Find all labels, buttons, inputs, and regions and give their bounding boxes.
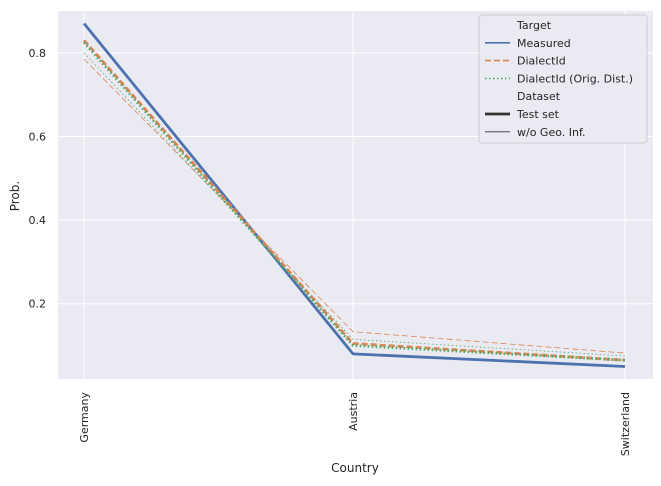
series-line [83,52,626,357]
legend-title-target: Target [516,19,552,32]
legend-title-dataset: Dataset [517,90,561,103]
x-tick-label: Switzerland [619,392,632,456]
y-tick-label: 0.8 [29,47,47,60]
legend: Target Measured DialectId DialectId (Orig. … [478,14,648,144]
legend-box [478,14,648,144]
y-tick-labels: 0.2 0.4 0.6 0.8 [29,47,47,311]
legend-label: w/o Geo. Inf. [517,126,586,139]
series-line [82,22,626,368]
x-tick-label: Germany [78,392,91,443]
y-tick-label: 0.4 [29,214,47,227]
series-line [82,41,626,362]
series-line [83,58,626,354]
grid [58,11,653,379]
y-tick-label: 0.6 [29,130,47,143]
x-tick-labels: Germany Austria Switzerland [78,392,632,457]
legend-label: Measured [517,37,571,50]
y-axis-label: Prob. [8,181,22,211]
x-axis-label: Country [331,461,379,475]
series-line [82,39,626,362]
legend-label: Test set [516,108,560,121]
y-tick-label: 0.2 [29,298,47,311]
x-tick-label: Austria [347,392,360,431]
series-lines [82,22,626,368]
legend-label: DialectId (Orig. Dist.) [517,72,633,85]
legend-label: DialectId [517,55,566,68]
